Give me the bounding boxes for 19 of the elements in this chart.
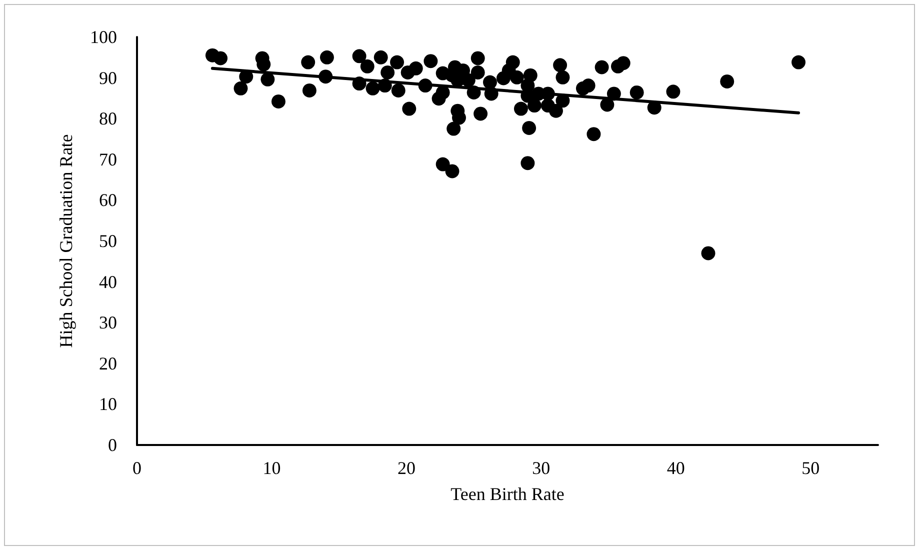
y-tick-label: 90: [99, 68, 117, 88]
y-tick-label: 10: [99, 394, 117, 414]
y-tick-label: 80: [99, 108, 117, 129]
y-tick-label: 100: [90, 27, 117, 47]
y-axis-title: High School Graduation Rate: [56, 134, 76, 348]
y-tick-label: 20: [99, 353, 117, 374]
y-tick-label: 50: [99, 231, 117, 251]
x-tick-label: 30: [532, 458, 550, 478]
x-tick-label: 40: [666, 458, 685, 478]
y-tick-label: 30: [99, 312, 117, 333]
x-axis-title: Teen Birth Rate: [450, 484, 564, 504]
x-tick-label: 0: [132, 458, 142, 478]
y-tick-label: 40: [99, 272, 117, 292]
x-tick-label: 20: [397, 458, 416, 478]
y-tick-label: 0: [108, 435, 117, 455]
x-tick-label: 10: [262, 458, 281, 478]
y-tick-label: 60: [99, 190, 117, 210]
y-tick-label: 70: [99, 149, 117, 170]
x-tick-label: 50: [802, 458, 820, 478]
